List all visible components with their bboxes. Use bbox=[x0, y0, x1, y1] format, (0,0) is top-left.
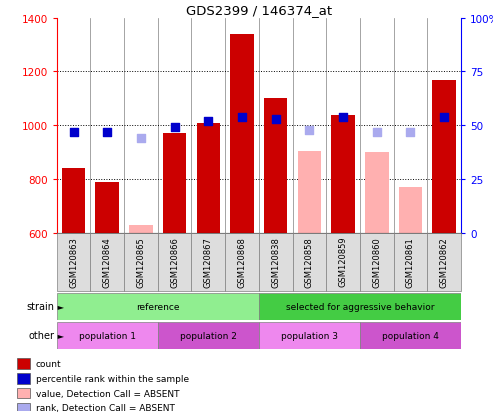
Bar bbox=[124, 233, 158, 291]
Text: reference: reference bbox=[136, 302, 179, 311]
Bar bbox=[360, 322, 461, 349]
Point bbox=[137, 135, 145, 142]
Point bbox=[406, 129, 414, 136]
Bar bbox=[326, 233, 360, 291]
Bar bbox=[197, 123, 220, 233]
Point bbox=[204, 119, 212, 125]
Text: GSM120864: GSM120864 bbox=[103, 236, 112, 287]
Bar bbox=[427, 233, 461, 291]
Text: population 4: population 4 bbox=[382, 331, 439, 340]
Bar bbox=[264, 99, 287, 233]
Bar bbox=[57, 322, 158, 349]
Bar bbox=[331, 115, 355, 233]
Text: GSM120862: GSM120862 bbox=[440, 236, 449, 287]
Bar bbox=[158, 322, 259, 349]
Text: rank, Detection Call = ABSENT: rank, Detection Call = ABSENT bbox=[36, 404, 175, 413]
Bar bbox=[393, 233, 427, 291]
Bar bbox=[360, 233, 393, 291]
Bar bbox=[17, 388, 30, 399]
Bar bbox=[259, 322, 360, 349]
Text: selected for aggressive behavior: selected for aggressive behavior bbox=[285, 302, 434, 311]
Bar bbox=[399, 188, 422, 233]
Bar bbox=[365, 153, 388, 233]
Text: GSM120866: GSM120866 bbox=[170, 236, 179, 287]
Point bbox=[238, 114, 246, 121]
Bar bbox=[225, 233, 259, 291]
Point bbox=[305, 127, 314, 133]
Bar bbox=[259, 233, 292, 291]
Point bbox=[339, 114, 347, 121]
Point bbox=[70, 129, 77, 136]
Bar bbox=[191, 233, 225, 291]
Bar bbox=[17, 358, 30, 369]
Text: population 2: population 2 bbox=[180, 331, 237, 340]
Point bbox=[171, 125, 178, 131]
Bar bbox=[259, 293, 461, 320]
Text: GSM120867: GSM120867 bbox=[204, 236, 213, 287]
Bar bbox=[292, 233, 326, 291]
Text: other: other bbox=[28, 330, 54, 341]
Text: GSM120838: GSM120838 bbox=[271, 236, 280, 287]
Point bbox=[440, 114, 448, 121]
Bar bbox=[163, 134, 186, 233]
Bar bbox=[17, 403, 30, 413]
Bar bbox=[62, 169, 85, 233]
Bar bbox=[158, 233, 191, 291]
Text: GSM120863: GSM120863 bbox=[69, 236, 78, 287]
Bar bbox=[57, 233, 90, 291]
Text: GSM120859: GSM120859 bbox=[339, 236, 348, 287]
Text: GSM120861: GSM120861 bbox=[406, 236, 415, 287]
Title: GDS2399 / 146374_at: GDS2399 / 146374_at bbox=[186, 5, 332, 17]
Text: percentile rank within the sample: percentile rank within the sample bbox=[36, 374, 189, 383]
Text: population 1: population 1 bbox=[79, 331, 136, 340]
Text: GSM120868: GSM120868 bbox=[238, 236, 246, 287]
Text: count: count bbox=[36, 359, 62, 368]
Text: value, Detection Call = ABSENT: value, Detection Call = ABSENT bbox=[36, 389, 179, 398]
Bar bbox=[298, 152, 321, 233]
Text: strain: strain bbox=[26, 301, 54, 312]
Bar bbox=[57, 293, 259, 320]
Bar bbox=[129, 225, 153, 233]
Text: ►: ► bbox=[55, 302, 64, 311]
Bar bbox=[432, 80, 456, 233]
Point bbox=[373, 129, 381, 136]
Bar bbox=[17, 373, 30, 384]
Point bbox=[103, 129, 111, 136]
Text: GSM120860: GSM120860 bbox=[372, 236, 381, 287]
Bar bbox=[96, 183, 119, 233]
Bar bbox=[90, 233, 124, 291]
Text: GSM120865: GSM120865 bbox=[137, 236, 145, 287]
Point bbox=[272, 116, 280, 123]
Text: population 3: population 3 bbox=[281, 331, 338, 340]
Text: ►: ► bbox=[55, 331, 64, 340]
Text: GSM120858: GSM120858 bbox=[305, 236, 314, 287]
Bar bbox=[230, 35, 254, 233]
